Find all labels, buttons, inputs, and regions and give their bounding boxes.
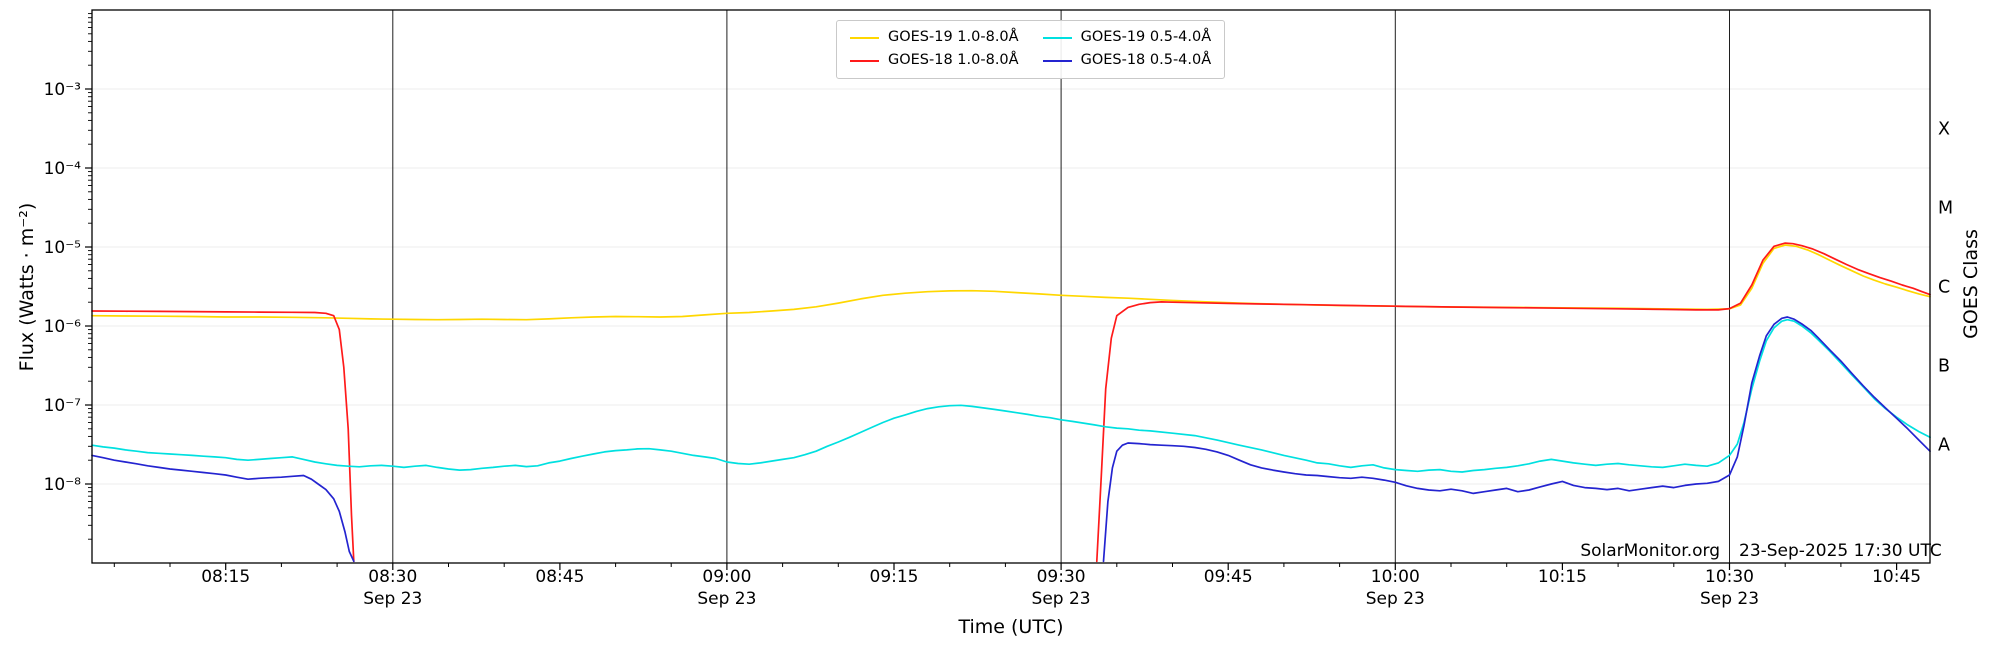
y-tick-label: 10⁻⁴ — [44, 159, 82, 179]
goes-class-letter: A — [1938, 436, 1950, 456]
y-tick-label: 10⁻³ — [44, 80, 81, 100]
legend-item-goes18-long: GOES-18 1.0-8.0Å — [850, 51, 1019, 69]
legend-swatch-goes18-short — [1042, 59, 1072, 62]
legend-swatch-goes19-short — [1042, 36, 1072, 39]
series-goes19-long — [91, 244, 1931, 321]
date-label: Sep 23 — [1366, 589, 1425, 609]
right-axis-title: GOES Class — [1960, 229, 1982, 339]
legend-label: GOES-19 1.0-8.0Å — [888, 29, 1019, 45]
series-goes18-short — [91, 454, 355, 563]
date-label: Sep 23 — [697, 589, 756, 609]
y-axis-title: Flux (Watts · m⁻²) — [16, 202, 38, 372]
y-tick-label: 10⁻⁶ — [44, 317, 82, 337]
x-tick-label: 08:15 — [201, 567, 250, 587]
goes-class-letter: C — [1938, 278, 1950, 298]
x-tick-label: 09:00 — [702, 567, 751, 587]
legend-label: GOES-18 1.0-8.0Å — [888, 51, 1019, 68]
goes-class-letter: B — [1938, 357, 1950, 377]
y-tick-label: 10⁻⁸ — [44, 475, 82, 495]
legend-item-goes18-short: GOES-18 0.5-4.0Å — [1042, 51, 1212, 69]
legend-item-goes19-long: GOES-19 1.0-8.0Å — [850, 29, 1019, 46]
y-tick-label: 10⁻⁷ — [44, 396, 82, 416]
x-axis-title: Time (UTC) — [958, 616, 1064, 638]
legend-item-goes19-short: GOES-19 0.5-4.0Å — [1042, 29, 1212, 46]
date-label: Sep 23 — [1700, 589, 1759, 609]
series-goes19-short — [91, 318, 1931, 473]
x-tick-label: 09:45 — [1204, 567, 1253, 587]
x-tick-label: 10:30 — [1705, 567, 1754, 587]
legend-label: GOES-19 0.5-4.0Å — [1080, 29, 1212, 45]
goes-class-letter: M — [1938, 199, 1953, 219]
x-tick-label: 10:45 — [1872, 567, 1921, 587]
legend-swatch-goes18-long — [850, 59, 879, 62]
x-tick-label: 09:15 — [870, 567, 919, 587]
date-label: Sep 23 — [363, 589, 422, 609]
x-tick-label: 08:45 — [535, 567, 584, 587]
x-tick-label: 09:30 — [1037, 567, 1086, 587]
date-label: Sep 23 — [1032, 589, 1091, 609]
watermark-site: SolarMonitor.org — [1580, 541, 1720, 561]
y-tick-label: 10⁻⁵ — [44, 238, 81, 258]
plot-border — [91, 9, 1931, 564]
series-goes18-long — [91, 310, 355, 563]
series-goes18-short — [1102, 316, 1931, 563]
x-tick-label: 10:00 — [1371, 567, 1420, 587]
x-tick-label: 10:15 — [1538, 567, 1587, 587]
series-goes18-long — [1095, 242, 1931, 563]
watermark-timestamp: 23-Sep-2025 17:30 UTC — [1739, 541, 1942, 561]
goes-class-letter: X — [1938, 120, 1950, 140]
x-tick-label: 08:30 — [368, 567, 417, 587]
legend: GOES-19 1.0-8.0Å GOES-18 1.0-8.0Å GOES-19 … — [836, 20, 1226, 79]
legend-swatch-goes19-long — [850, 36, 879, 39]
legend-label: GOES-18 0.5-4.0Å — [1080, 51, 1212, 68]
